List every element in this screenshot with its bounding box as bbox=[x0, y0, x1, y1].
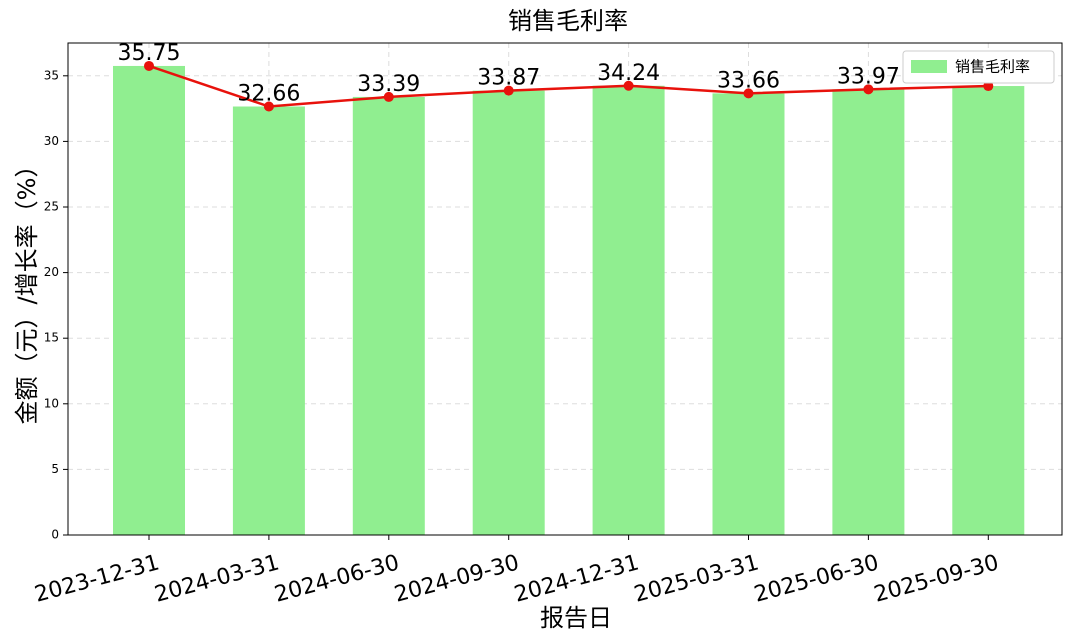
y-axis-label: 金额（元）/增长率（%） bbox=[13, 154, 41, 425]
bar bbox=[232, 106, 305, 536]
chart-title: 销售毛利率 bbox=[508, 7, 628, 35]
x-axis-label: 报告日 bbox=[540, 604, 612, 632]
bar bbox=[832, 89, 905, 535]
legend-box bbox=[902, 50, 1055, 84]
line-marker bbox=[623, 80, 634, 91]
bar bbox=[352, 96, 425, 535]
bar bbox=[592, 85, 665, 535]
y-tick-label: 30 bbox=[44, 134, 59, 148]
y-tick-label: 15 bbox=[44, 331, 59, 345]
y-tick-label: 20 bbox=[44, 265, 59, 279]
x-tick-label: 2025-09-30 bbox=[871, 550, 1001, 607]
data-label: 32.66 bbox=[237, 82, 300, 107]
legend-swatch bbox=[911, 60, 947, 73]
line-marker bbox=[383, 91, 394, 102]
x-tick-label: 2023-12-31 bbox=[32, 550, 162, 607]
data-label: 33.87 bbox=[477, 66, 540, 91]
line-marker bbox=[144, 60, 154, 71]
y-tick-label: 10 bbox=[44, 396, 59, 410]
line-marker bbox=[503, 85, 514, 96]
data-label: 33.97 bbox=[837, 64, 900, 89]
bar bbox=[712, 93, 785, 535]
line-marker bbox=[863, 84, 874, 95]
x-tick-label: 2024-03-31 bbox=[152, 550, 282, 607]
y-tick-label: 25 bbox=[44, 200, 59, 214]
line-marker bbox=[743, 88, 754, 99]
y-tick-label: 0 bbox=[51, 528, 59, 542]
data-label: 33.39 bbox=[357, 72, 420, 97]
line bbox=[148, 64, 989, 108]
x-tick-label: 2024-09-30 bbox=[392, 550, 522, 607]
line-marker bbox=[263, 101, 274, 112]
data-label: 33.66 bbox=[717, 68, 780, 93]
y-tick-label: 5 bbox=[51, 462, 59, 476]
data-label: 34.24 bbox=[597, 61, 660, 86]
plot-frame bbox=[67, 42, 1063, 536]
x-tick-label: 2025-06-30 bbox=[752, 550, 882, 607]
legend-label: 销售毛利率 bbox=[955, 58, 1030, 76]
bar bbox=[113, 65, 185, 536]
x-tick-label: 2025-03-31 bbox=[632, 550, 762, 607]
bar bbox=[472, 90, 545, 535]
bar bbox=[952, 86, 1025, 535]
x-tick-label: 2024-06-30 bbox=[272, 550, 402, 607]
line-marker bbox=[983, 81, 994, 92]
y-tick-label: 35 bbox=[44, 68, 59, 82]
data-label: 35.75 bbox=[118, 41, 181, 66]
x-tick-label: 2024-12-31 bbox=[512, 550, 642, 607]
